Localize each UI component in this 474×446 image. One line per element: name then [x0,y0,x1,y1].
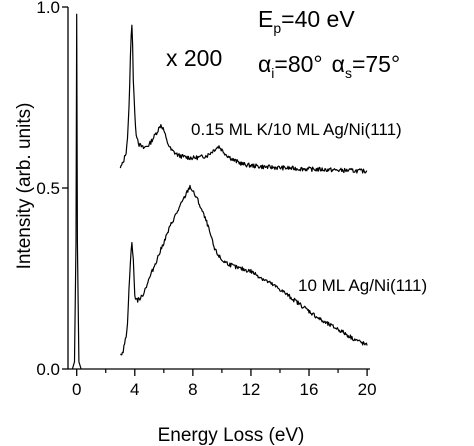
x-tick-label: 12 [241,380,260,399]
alpha-i-value: =80° [274,51,322,77]
x-tick-label: 4 [130,380,139,399]
alpha-s-symbol: α [332,51,345,77]
axes-layer: 0 4 8 12 16 20 0.0 0.5 1.0 [36,0,376,399]
x-tick-label: 20 [358,380,377,399]
series-label-k-ag-ni: 0.15 ML K/10 ML Ag/Ni(111) [191,120,402,139]
alpha-s-value: =75° [352,51,400,77]
magnification-label: x 200 [166,45,222,71]
alpha-i-subscript: i [271,65,274,81]
x-axis-title: Energy Loss (eV) [158,425,305,446]
y-axis-title: Intensity (arb. units) [14,103,35,270]
ep-value: =40 eV [281,6,355,32]
y-tick-label: 1.0 [36,0,60,17]
series-k-doped-line [119,24,368,174]
ep-symbol: E [258,6,273,32]
series-elastic-peak-line [71,13,82,370]
alpha-s-subscript: s [345,65,352,81]
series-ag-ni-line [120,184,368,356]
y-tick-label: 0.5 [36,179,60,198]
series-label-ag-ni: 10 ML Ag/Ni(111) [298,276,427,295]
x-tick-label: 16 [300,380,319,399]
series-layer [71,13,368,370]
x-tick-label: 8 [188,380,197,399]
ep-subscript: p [273,20,281,36]
x-tick-label: 0 [72,380,81,399]
angle-annotation: αi=80° αs=75° [258,51,400,81]
y-tick-label: 0.0 [36,360,60,379]
ep-annotation: Ep=40 eV [258,6,355,36]
alpha-i-symbol: α [258,51,271,77]
